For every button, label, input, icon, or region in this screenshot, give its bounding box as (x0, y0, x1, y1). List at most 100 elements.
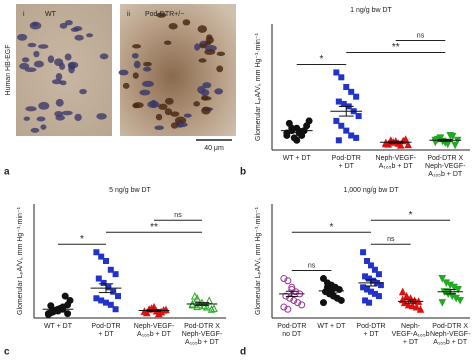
nucleus (139, 89, 151, 96)
nucleus (158, 103, 168, 110)
y-label: Human HB-EGF (5, 45, 12, 96)
nucleus (163, 40, 172, 45)
nucleus (74, 113, 82, 122)
y-label: Glomerular LₚA/Vᵢ, mm Hg⁻¹·min⁻¹ (255, 206, 262, 315)
image-label: WT (45, 11, 57, 18)
significance-label: ** (150, 222, 158, 233)
nucleus (38, 44, 49, 49)
nucleus (177, 122, 188, 128)
chart-title: 5 ng/g bw DT (109, 187, 151, 194)
point (375, 293, 382, 300)
nucleus (55, 114, 65, 121)
point (64, 310, 72, 318)
point (112, 306, 119, 313)
point (369, 277, 376, 284)
point (283, 131, 291, 139)
x-tick-label: Pod-DTR X (432, 323, 468, 330)
significance-label: * (329, 222, 333, 233)
point (288, 283, 296, 291)
y-label: Glomerular LₚA/Vᵢ, mm Hg⁻¹·min⁻¹ (17, 206, 24, 315)
point (110, 288, 117, 295)
point (398, 287, 407, 296)
point (366, 275, 373, 282)
point (343, 127, 350, 134)
significance-label: ns (308, 262, 316, 269)
nucleus (47, 55, 55, 64)
nucleus (183, 113, 192, 118)
x-tick-label: WT + DT (317, 323, 346, 330)
x-tick-label: VEGF-A₁₆₅b (392, 331, 430, 338)
nucleus (38, 101, 50, 110)
point (105, 284, 112, 291)
significance-label: ns (417, 32, 425, 39)
x-tick-label: A₁₆₅b + DT (433, 339, 468, 346)
point (298, 301, 306, 309)
nucleus (19, 62, 30, 70)
point (338, 74, 345, 81)
nuclei (17, 12, 226, 133)
nucleus (51, 79, 62, 85)
point (95, 275, 102, 282)
point (404, 140, 412, 149)
point (193, 294, 202, 302)
x-tick-label: A₁₆₅b + DT (137, 331, 172, 338)
point (162, 305, 170, 314)
nucleus (61, 110, 73, 116)
nucleus (21, 57, 30, 63)
point (412, 302, 421, 311)
point (319, 275, 327, 283)
panel-letter: c (4, 347, 10, 358)
point (353, 134, 360, 141)
x-tick-label: Neph- (401, 323, 421, 330)
significance-label: ns (174, 212, 182, 219)
point (438, 299, 447, 307)
point (207, 305, 216, 313)
nucleus (142, 80, 154, 87)
point (375, 271, 382, 278)
point (368, 262, 374, 269)
point (103, 299, 109, 306)
x-tick-label: + DT (403, 339, 419, 346)
nucleus (25, 106, 37, 112)
point (368, 288, 374, 295)
point (371, 266, 378, 273)
nucleus (68, 65, 75, 74)
point (305, 117, 313, 125)
nucleus (30, 127, 40, 133)
point (355, 113, 362, 120)
panel-a: i WT ii Pod-DTR+/− Human HB-EGF 40 μm a (4, 4, 236, 178)
nucleus (74, 34, 84, 41)
nucleus (23, 116, 31, 121)
significance-label: ns (387, 236, 395, 243)
nucleus (201, 106, 211, 115)
point (210, 304, 218, 312)
nucleus (156, 12, 167, 18)
nucleus (155, 113, 163, 121)
point (98, 297, 105, 304)
panel-letter: a (4, 167, 10, 178)
point (377, 282, 384, 289)
image-index: i (23, 11, 25, 18)
nucleus (132, 102, 140, 109)
nucleus (96, 113, 107, 120)
x-tick-label: Pod-DTR (277, 323, 306, 330)
nucleus (204, 49, 216, 55)
point (362, 297, 369, 304)
point (348, 132, 355, 139)
y-label: Glomerular LₚA/Vᵢ, mm Hg⁻¹·min⁻¹ (255, 32, 262, 141)
nucleus (170, 122, 179, 129)
nucleus (86, 33, 94, 38)
nucleus (133, 60, 141, 69)
nucleus (200, 89, 210, 96)
nucleus (164, 97, 174, 105)
nucleus (70, 27, 80, 32)
point (290, 296, 298, 304)
nucleus (54, 58, 64, 67)
x-tick-label: A₁₆₅b + DT (185, 339, 220, 346)
point (436, 134, 445, 143)
point (456, 296, 464, 305)
point (193, 302, 202, 311)
image-label: Pod-DTR+/− (145, 11, 184, 18)
point (335, 98, 342, 105)
x-tick-label: + DT (363, 331, 379, 338)
